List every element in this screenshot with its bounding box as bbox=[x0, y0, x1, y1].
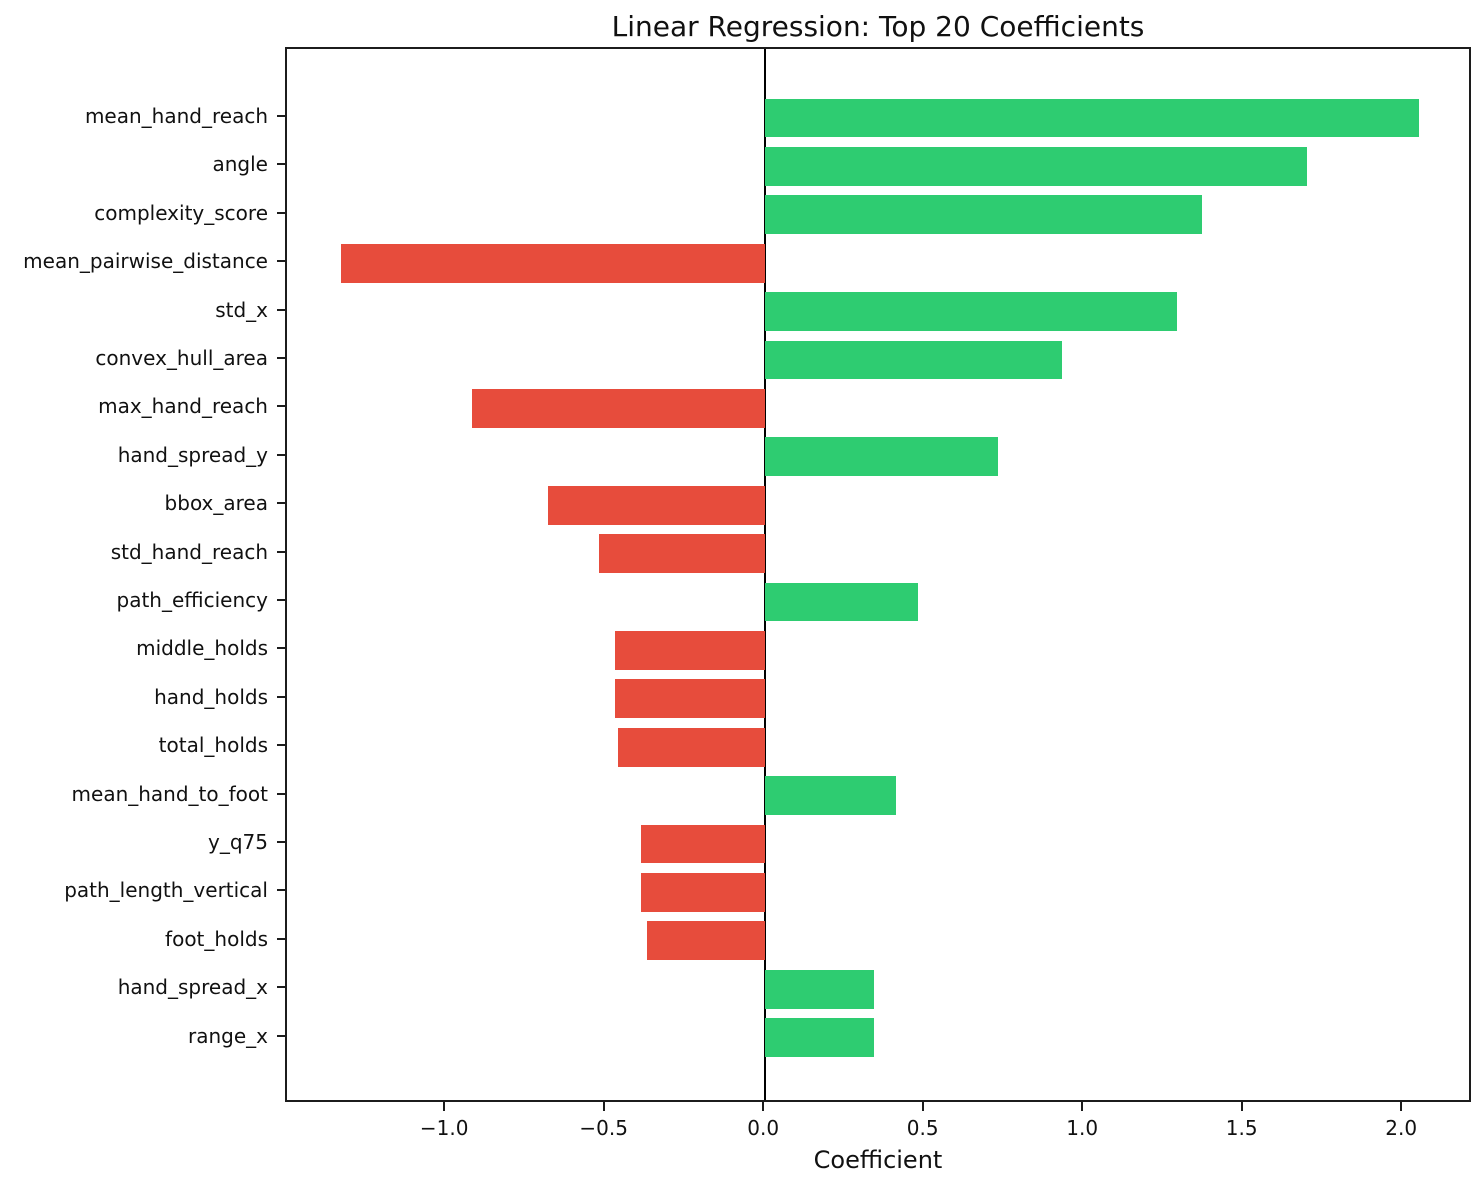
x-tick-mark bbox=[1240, 1102, 1243, 1111]
y-tick-label: complexity_score bbox=[94, 200, 268, 225]
y-tick-label: angle bbox=[212, 152, 269, 177]
y-tick-mark bbox=[277, 115, 285, 117]
y-tick-label: hand_holds bbox=[154, 684, 268, 709]
y-tick-mark bbox=[277, 695, 285, 698]
y-tick-mark bbox=[277, 163, 285, 166]
bar-hand_spread_y bbox=[765, 437, 999, 477]
bar-max_hand_reach bbox=[471, 389, 766, 428]
y-tick-mark bbox=[277, 1034, 285, 1037]
y-tick-mark bbox=[277, 841, 285, 843]
y-tick-mark bbox=[277, 937, 285, 940]
x-tick-mark bbox=[1400, 1102, 1403, 1111]
y-tick-label: hand_spread_y bbox=[117, 442, 268, 467]
bar-mean_hand_to_foot bbox=[765, 776, 896, 815]
y-tick-mark bbox=[277, 502, 285, 505]
y-tick-mark bbox=[277, 647, 285, 650]
bar-total_holds bbox=[618, 727, 766, 767]
x-tick-label: 0.0 bbox=[747, 1116, 780, 1140]
y-tick-label: std_x bbox=[215, 297, 268, 322]
bar-angle bbox=[765, 147, 1308, 186]
y-tick-mark bbox=[277, 211, 285, 214]
x-tick-mark bbox=[443, 1102, 446, 1111]
y-tick-label: path_length_vertical bbox=[64, 878, 268, 903]
x-tick-label: −0.5 bbox=[579, 1116, 628, 1140]
plot-area bbox=[285, 47, 1471, 1102]
y-tick-label: mean_hand_reach bbox=[84, 104, 268, 128]
y-tick-mark bbox=[277, 792, 285, 795]
y-tick-mark bbox=[277, 453, 285, 456]
y-tick-label: max_hand_reach bbox=[98, 394, 268, 419]
y-tick-mark bbox=[277, 550, 285, 553]
y-tick-mark bbox=[277, 357, 285, 359]
x-tick-label: 1.0 bbox=[1066, 1116, 1099, 1140]
bar-bbox_area bbox=[548, 485, 766, 525]
x-tick-label: −1.0 bbox=[419, 1116, 469, 1140]
bar-hand_holds bbox=[615, 679, 766, 719]
y-tick-mark bbox=[277, 308, 285, 311]
bar-mean_hand_reach bbox=[765, 98, 1420, 138]
y-tick-mark bbox=[277, 889, 285, 892]
y-tick-mark bbox=[277, 744, 285, 747]
bar-std_hand_reach bbox=[599, 534, 766, 573]
x-tick-mark bbox=[762, 1102, 765, 1111]
y-tick-label: range_x bbox=[188, 1023, 268, 1048]
y-tick-label: hand_spread_x bbox=[117, 975, 268, 1000]
x-axis-label: Coefficient bbox=[813, 1146, 943, 1174]
y-tick-label: convex_hull_area bbox=[95, 346, 268, 370]
y-tick-mark bbox=[277, 405, 285, 408]
y-tick-mark bbox=[277, 986, 285, 989]
chart-title: Linear Regression: Top 20 Coefficients bbox=[611, 10, 1145, 43]
y-tick-label: foot_holds bbox=[165, 926, 268, 951]
x-tick-mark bbox=[602, 1102, 605, 1111]
bar-range_x bbox=[765, 1018, 874, 1057]
y-tick-label: middle_holds bbox=[136, 636, 268, 661]
bar-middle_holds bbox=[615, 631, 766, 670]
x-tick-mark bbox=[921, 1102, 924, 1111]
x-tick-label: 1.5 bbox=[1225, 1116, 1258, 1140]
y-tick-label: std_hand_reach bbox=[110, 539, 268, 564]
bar-mean_pairwise_distance bbox=[340, 243, 766, 283]
y-tick-label: path_efficiency bbox=[116, 588, 268, 612]
bar-std_x bbox=[765, 292, 1177, 331]
bar-convex_hull_area bbox=[765, 340, 1062, 380]
bar-path_length_vertical bbox=[640, 873, 766, 912]
y-tick-label: bbox_area bbox=[164, 491, 268, 516]
x-tick-mark bbox=[1081, 1102, 1084, 1111]
y-tick-label: total_holds bbox=[158, 733, 268, 758]
bar-path_efficiency bbox=[765, 582, 919, 622]
y-tick-label: mean_pairwise_distance bbox=[23, 249, 268, 274]
bar-hand_spread_x bbox=[765, 969, 874, 1009]
y-tick-mark bbox=[277, 260, 285, 263]
x-tick-label: 0.5 bbox=[906, 1116, 939, 1140]
bar-foot_holds bbox=[647, 921, 766, 961]
zero-line bbox=[764, 49, 767, 1100]
y-tick-label: y_q75 bbox=[208, 830, 268, 854]
bar-complexity_score bbox=[765, 195, 1203, 235]
y-tick-label: mean_hand_to_foot bbox=[71, 781, 268, 806]
y-tick-mark bbox=[277, 599, 285, 601]
x-tick-label: 2.0 bbox=[1385, 1116, 1418, 1140]
bar-y_q75 bbox=[640, 824, 766, 864]
